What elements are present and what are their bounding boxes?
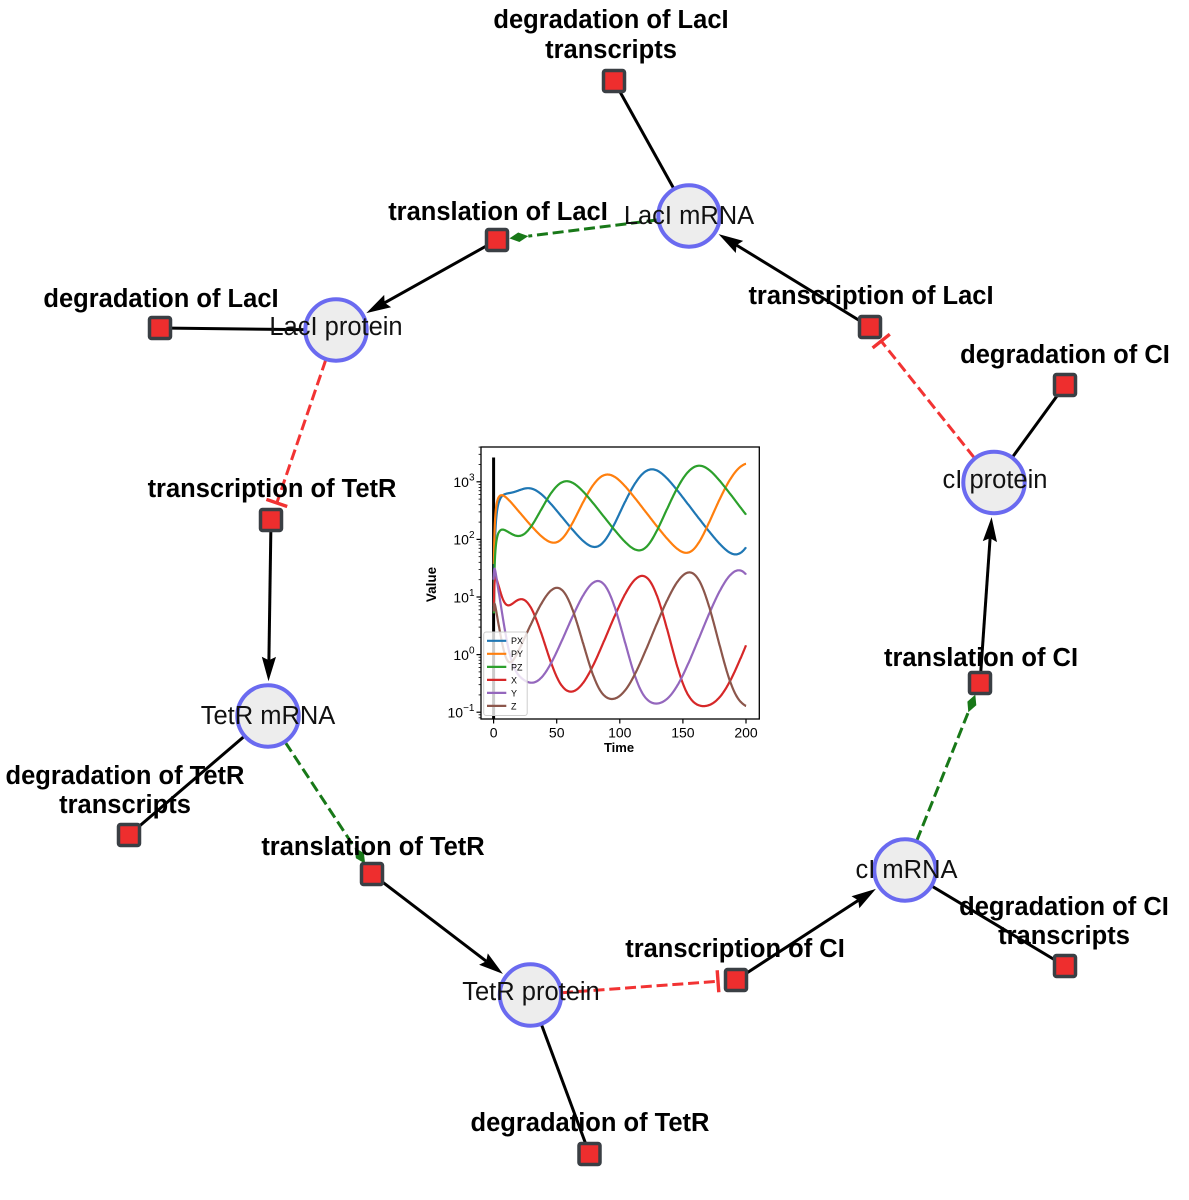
svg-text:translation of CI: translation of CI	[884, 644, 1078, 672]
svg-text:cI mRNA: cI mRNA	[856, 856, 958, 884]
svg-text:translation of TetR: translation of TetR	[261, 833, 484, 861]
svg-text:TetR protein: TetR protein	[462, 978, 600, 1006]
svg-text:LacI mRNA: LacI mRNA	[624, 202, 754, 230]
svg-text:Z: Z	[511, 701, 517, 711]
svg-text:Value: Value	[424, 566, 439, 602]
svg-text:PZ: PZ	[511, 662, 523, 672]
svg-text:degradation of CI: degradation of CI	[960, 341, 1170, 369]
svg-text:200: 200	[734, 725, 758, 741]
svg-text:transcription of CI: transcription of CI	[625, 935, 845, 963]
svg-text:translation of LacI: translation of LacI	[388, 198, 608, 226]
svg-text:PX: PX	[511, 636, 523, 646]
svg-text:degradation of LacI: degradation of LacI	[43, 285, 278, 313]
svg-text:Y: Y	[511, 688, 517, 698]
svg-text:degradation of TetR: degradation of TetR	[471, 1109, 710, 1137]
svg-text:transcription of TetR: transcription of TetR	[148, 475, 397, 503]
svg-text:degradation of LacI: degradation of LacI	[493, 6, 728, 34]
svg-text:cI protein: cI protein	[943, 466, 1048, 494]
svg-text:X: X	[511, 675, 517, 685]
svg-text:Time: Time	[604, 740, 634, 755]
svg-text:150: 150	[671, 725, 695, 741]
svg-text:transcripts: transcripts	[59, 791, 191, 819]
svg-text:TetR mRNA: TetR mRNA	[201, 702, 336, 730]
svg-text:transcripts: transcripts	[998, 922, 1130, 950]
svg-text:transcripts: transcripts	[545, 36, 677, 64]
svg-text:degradation of CI: degradation of CI	[959, 893, 1169, 921]
svg-text:0: 0	[490, 725, 498, 741]
svg-text:LacI protein: LacI protein	[269, 313, 402, 341]
svg-text:PY: PY	[511, 649, 523, 659]
svg-text:100: 100	[608, 725, 632, 741]
svg-text:transcription of LacI: transcription of LacI	[748, 282, 993, 310]
svg-text:degradation of TetR: degradation of TetR	[6, 762, 245, 790]
svg-text:50: 50	[549, 725, 565, 741]
